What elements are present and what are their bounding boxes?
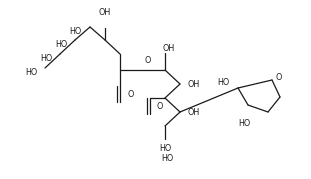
Text: HO: HO [159, 144, 171, 153]
Text: O: O [128, 90, 134, 98]
Text: OH: OH [99, 8, 111, 16]
Text: OH: OH [188, 79, 200, 88]
Text: HO: HO [25, 67, 37, 76]
Text: HO: HO [40, 54, 52, 62]
Text: OH: OH [188, 108, 200, 117]
Text: O: O [276, 72, 282, 81]
Text: HO: HO [218, 78, 230, 86]
Text: O: O [145, 56, 151, 65]
Text: O: O [157, 101, 163, 110]
Text: HO: HO [55, 40, 67, 49]
Text: HO: HO [161, 154, 173, 163]
Text: OH: OH [163, 43, 175, 52]
Text: HO: HO [70, 26, 82, 35]
Text: HO: HO [238, 119, 250, 128]
